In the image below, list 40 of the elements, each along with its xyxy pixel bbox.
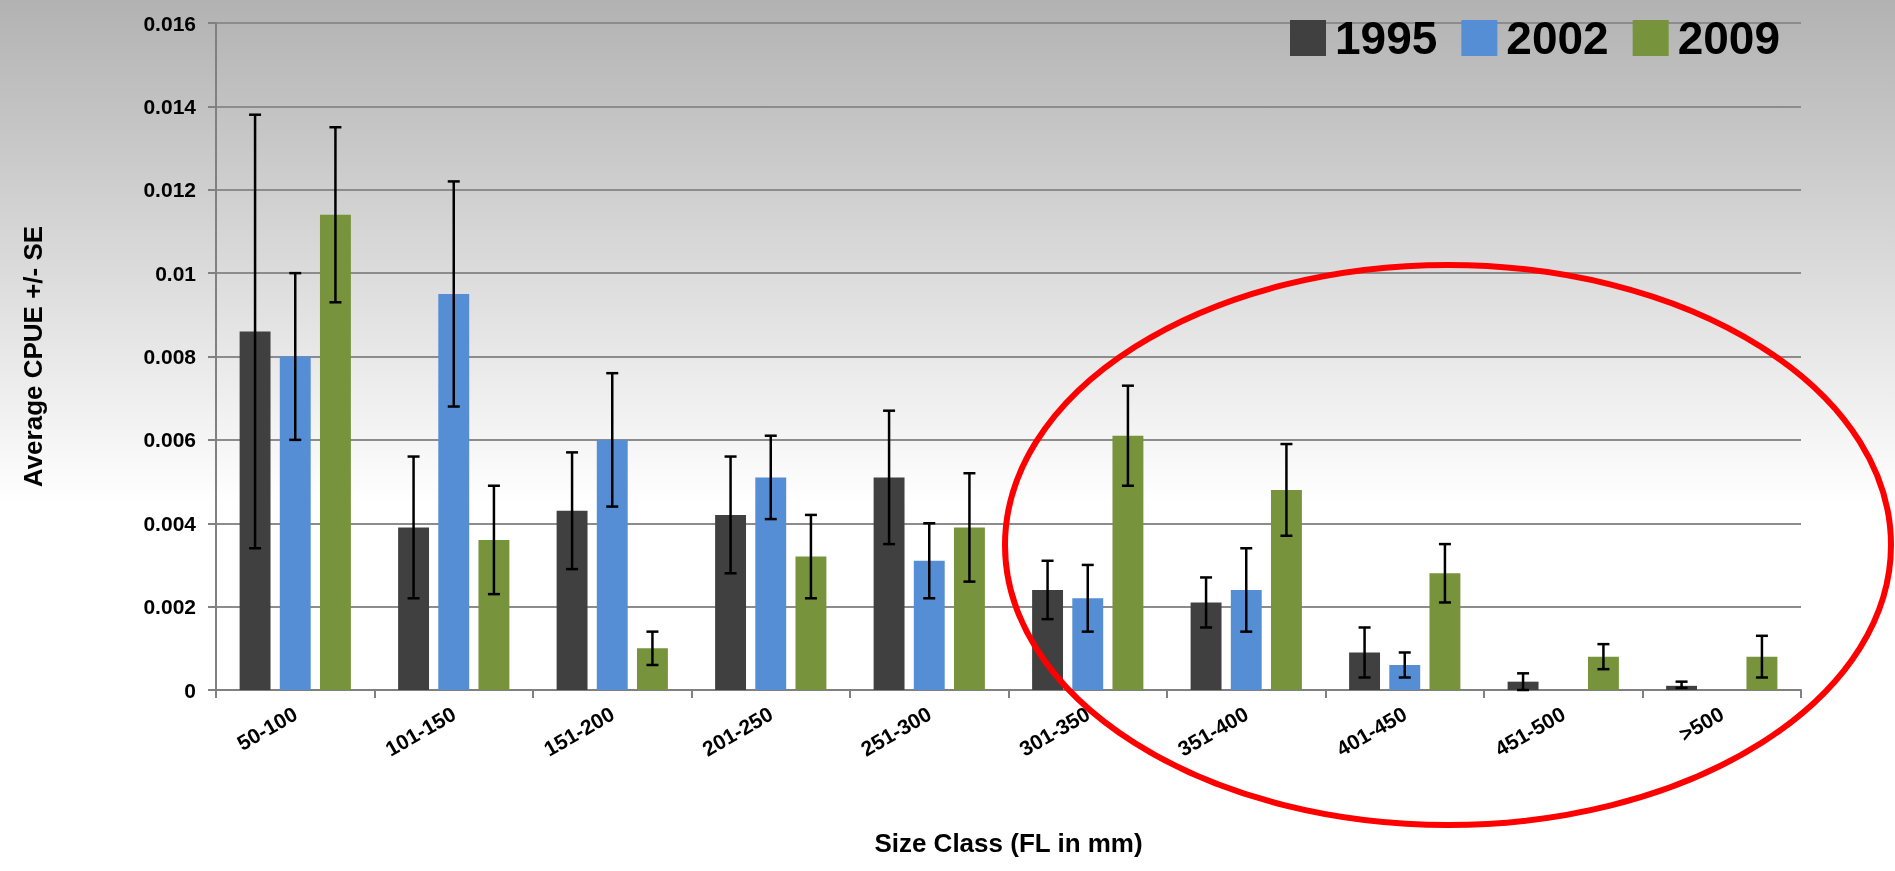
y-tick-label: 0.012 — [143, 178, 196, 202]
x-tick-label: >500 — [1675, 702, 1728, 746]
bar — [1349, 652, 1381, 690]
y-tick-label: 0.008 — [143, 345, 197, 368]
bar — [398, 527, 430, 690]
bar — [279, 356, 311, 690]
bar — [755, 477, 787, 690]
bar — [1190, 602, 1222, 690]
y-tick-label: 0.016 — [143, 11, 196, 35]
bar — [953, 527, 985, 690]
bar — [636, 648, 668, 690]
bar — [1072, 598, 1104, 690]
bar — [438, 293, 470, 690]
bar — [1587, 656, 1619, 690]
legend-label: 2002 — [1506, 12, 1609, 64]
bar — [913, 560, 945, 690]
y-axis-title: Average CPUE +/- SE — [18, 225, 48, 488]
legend-label: 1995 — [1335, 12, 1438, 64]
bar — [1230, 589, 1262, 690]
bar — [715, 514, 747, 690]
y-tick-label: 0.004 — [143, 511, 197, 535]
bar — [795, 556, 827, 690]
bar — [1746, 656, 1778, 690]
bar — [239, 331, 271, 690]
bar — [1112, 435, 1144, 690]
bar — [596, 439, 628, 690]
bar — [1270, 489, 1302, 690]
y-tick-label: 0.006 — [143, 428, 196, 452]
bar — [319, 214, 351, 690]
y-tick-label: 0.014 — [143, 94, 197, 118]
bar — [1389, 664, 1421, 690]
bar — [873, 477, 905, 690]
y-tick-label: 0 — [184, 678, 196, 702]
bar — [478, 539, 510, 690]
legend-label: 2009 — [1677, 12, 1781, 64]
bar — [1429, 573, 1461, 690]
y-tick-label: 0.002 — [143, 595, 196, 619]
x-axis-title: Size Class (FL in mm) — [874, 828, 1143, 858]
bar — [556, 510, 588, 690]
y-tick-label: 0.01 — [155, 261, 197, 285]
